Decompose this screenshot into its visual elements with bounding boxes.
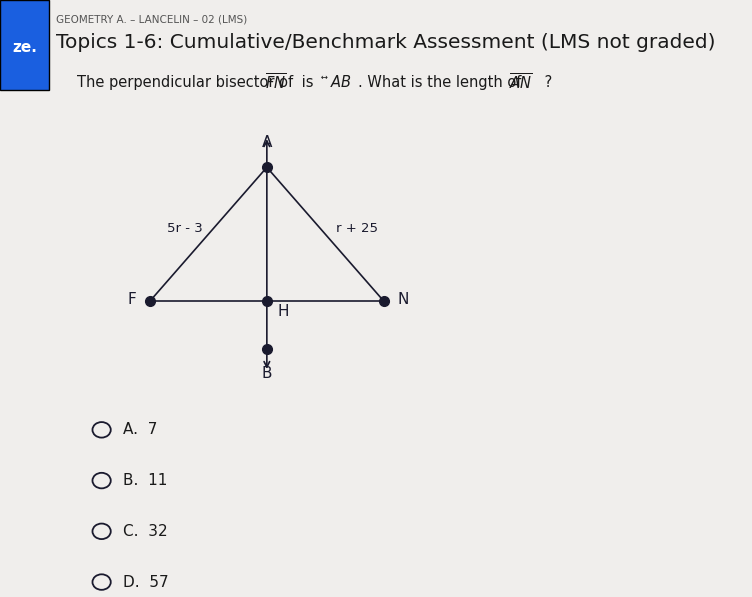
Text: C.  32: C. 32 [123,524,168,539]
Text: H: H [277,304,290,319]
Text: Topics 1-6: Cumulative/Benchmark Assessment (LMS not graded): Topics 1-6: Cumulative/Benchmark Assessm… [56,33,715,52]
FancyBboxPatch shape [0,0,49,90]
Text: ?: ? [541,75,553,90]
Text: F: F [127,292,136,307]
Text: A.  7: A. 7 [123,422,157,438]
Text: is: is [297,75,314,90]
Text: B.  11: B. 11 [123,473,167,488]
Text: 5r - 3: 5r - 3 [168,221,203,235]
Text: $\overleftrightarrow{AB}$: $\overleftrightarrow{AB}$ [321,75,352,90]
Text: $\overline{FN}$: $\overline{FN}$ [265,72,287,93]
Text: . What is the length of: . What is the length of [357,75,521,90]
Text: $\overline{AN}$: $\overline{AN}$ [509,72,533,93]
Text: The perpendicular bisector of: The perpendicular bisector of [77,75,293,90]
Text: D.  57: D. 57 [123,574,168,590]
Text: r + 25: r + 25 [336,221,378,235]
Text: B: B [262,366,272,381]
Text: GEOMETRY A. – LANCELIN – 02 (LMS): GEOMETRY A. – LANCELIN – 02 (LMS) [56,15,247,25]
Text: A: A [262,136,272,150]
Text: ze.: ze. [12,40,37,56]
Text: N: N [398,292,409,307]
